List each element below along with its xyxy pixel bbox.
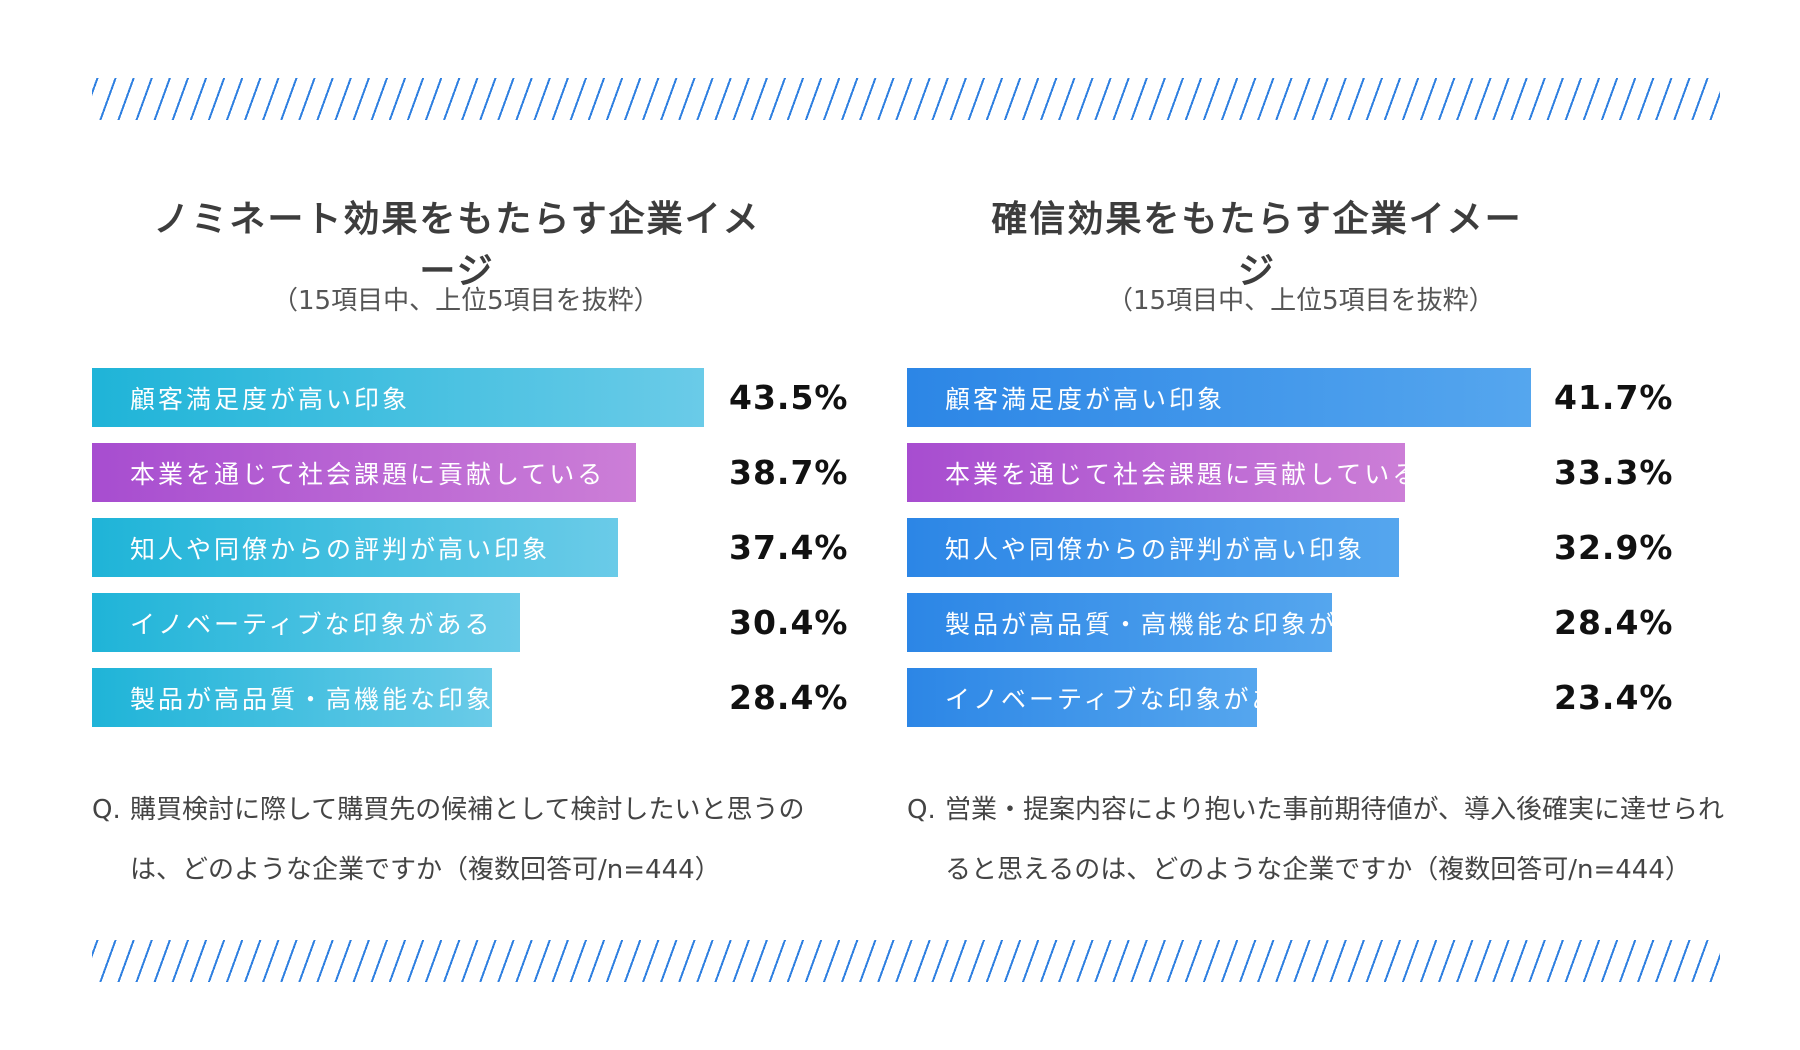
right-bar: 製品が高品質・高機能な印象がある: [907, 593, 1390, 652]
left-bar-row: 知人や同僚からの評判が高い印象 37.4%: [92, 518, 862, 577]
left-bar-row: 顧客満足度が高い印象 43.5%: [92, 368, 862, 427]
confidence-effect-panel: 確信効果をもたらす企業イメージ （15項目中、上位5項目を抜粋） 顧客満足度が高…: [907, 0, 1724, 1050]
nomination-effect-panel: ノミネート効果をもたらす企業イメージ （15項目中、上位5項目を抜粋） 顧客満足…: [92, 0, 862, 1050]
left-bar-value-label: 30.4%: [729, 603, 849, 642]
right-bar-value-label: 33.3%: [1554, 453, 1674, 492]
right-survey-question: Q. 営業・提案内容により抱いた事前期待値が、導入後確実に達せられると思えるのは…: [907, 780, 1727, 900]
left-bar-chart: 顧客満足度が高い印象 43.5% 本業を通じて社会課題に貢献している 38.7% 知人や…: [92, 368, 862, 738]
right-bar-value-label: 41.7%: [1554, 378, 1674, 417]
left-bar-value-label: 43.5%: [729, 378, 849, 417]
left-bar-row: 製品が高品質・高機能な印象がある 28.4%: [92, 668, 862, 727]
left-bar-row: 本業を通じて社会課題に貢献している 38.7%: [92, 443, 862, 502]
left-bar-category-label: 知人や同僚からの評判が高い印象: [130, 534, 551, 564]
right-chart-subtitle: （15項目中、上位5項目を抜粋）: [1107, 286, 1495, 316]
left-question-text: 購買検討に際して購買先の候補として検討したいと思うのは、どのような企業ですか（複…: [130, 795, 805, 885]
left-bar-value-label: 38.7%: [729, 453, 849, 492]
left-bar: 顧客満足度が高い印象: [92, 368, 704, 427]
right-bar-row: 顧客満足度が高い印象 41.7%: [907, 368, 1720, 427]
left-bar-category-label: 製品が高品質・高機能な印象がある: [130, 684, 579, 714]
left-chart-subtitle: （15項目中、上位5項目を抜粋）: [272, 286, 660, 316]
left-bar: 知人や同僚からの評判が高い印象: [92, 518, 618, 577]
right-bar-category-label: 製品が高品質・高機能な印象がある: [945, 609, 1394, 639]
right-bar-row: イノベーティブな印象がある 23.4%: [907, 668, 1720, 727]
left-bar-value-label: 28.4%: [729, 678, 849, 717]
right-bar-category-label: イノベーティブな印象がある: [945, 684, 1308, 714]
left-bar: 製品が高品質・高機能な印象がある: [92, 668, 575, 727]
left-bar-category-label: 顧客満足度が高い印象: [130, 384, 411, 414]
right-bar-value-label: 28.4%: [1554, 603, 1674, 642]
right-bar-category-label: 顧客満足度が高い印象: [945, 384, 1226, 414]
right-bar: 本業を通じて社会課題に貢献している: [907, 443, 1417, 502]
left-survey-question: Q. 購買検討に際して購買先の候補として検討したいと思うのは、どのような企業です…: [92, 780, 812, 900]
right-bar-value-label: 23.4%: [1554, 678, 1674, 717]
right-question-text: 営業・提案内容により抱いた事前期待値が、導入後確実に達せられると思えるのは、どの…: [945, 795, 1724, 885]
left-bar-row: イノベーティブな印象がある 30.4%: [92, 593, 862, 652]
right-bar-category-label: 本業を通じて社会課題に貢献している: [945, 459, 1421, 489]
right-bar: イノベーティブな印象がある: [907, 668, 1305, 727]
left-question-prefix: Q.: [92, 795, 121, 825]
left-chart-title: ノミネート効果をもたらす企業イメージ: [153, 199, 761, 292]
left-bar: イノベーティブな印象がある: [92, 593, 520, 652]
right-bar-category-label: 知人や同僚からの評判が高い印象: [945, 534, 1366, 564]
top-decorative-stripe: [92, 78, 1720, 120]
left-bar-value-label: 37.4%: [729, 528, 849, 567]
right-chart-title: 確信効果をもたらす企業イメージ: [991, 199, 1523, 292]
left-bar: 本業を通じて社会課題に貢献している: [92, 443, 636, 502]
right-bar-chart: 顧客満足度が高い印象 41.7% 本業を通じて社会課題に貢献している 33.3% 知人や…: [907, 368, 1720, 738]
right-bar-row: 知人や同僚からの評判が高い印象 32.9%: [907, 518, 1720, 577]
bottom-decorative-stripe: [92, 940, 1720, 982]
right-bar-row: 製品が高品質・高機能な印象がある 28.4%: [907, 593, 1720, 652]
right-bar: 知人や同僚からの評判が高い印象: [907, 518, 1399, 577]
left-bar-category-label: イノベーティブな印象がある: [130, 609, 493, 639]
right-question-prefix: Q.: [907, 795, 936, 825]
left-bar-category-label: 本業を通じて社会課題に貢献している: [130, 459, 606, 489]
right-bar: 顧客満足度が高い印象: [907, 368, 1531, 427]
right-bar-row: 本業を通じて社会課題に貢献している 33.3%: [907, 443, 1720, 502]
right-bar-value-label: 32.9%: [1554, 528, 1674, 567]
